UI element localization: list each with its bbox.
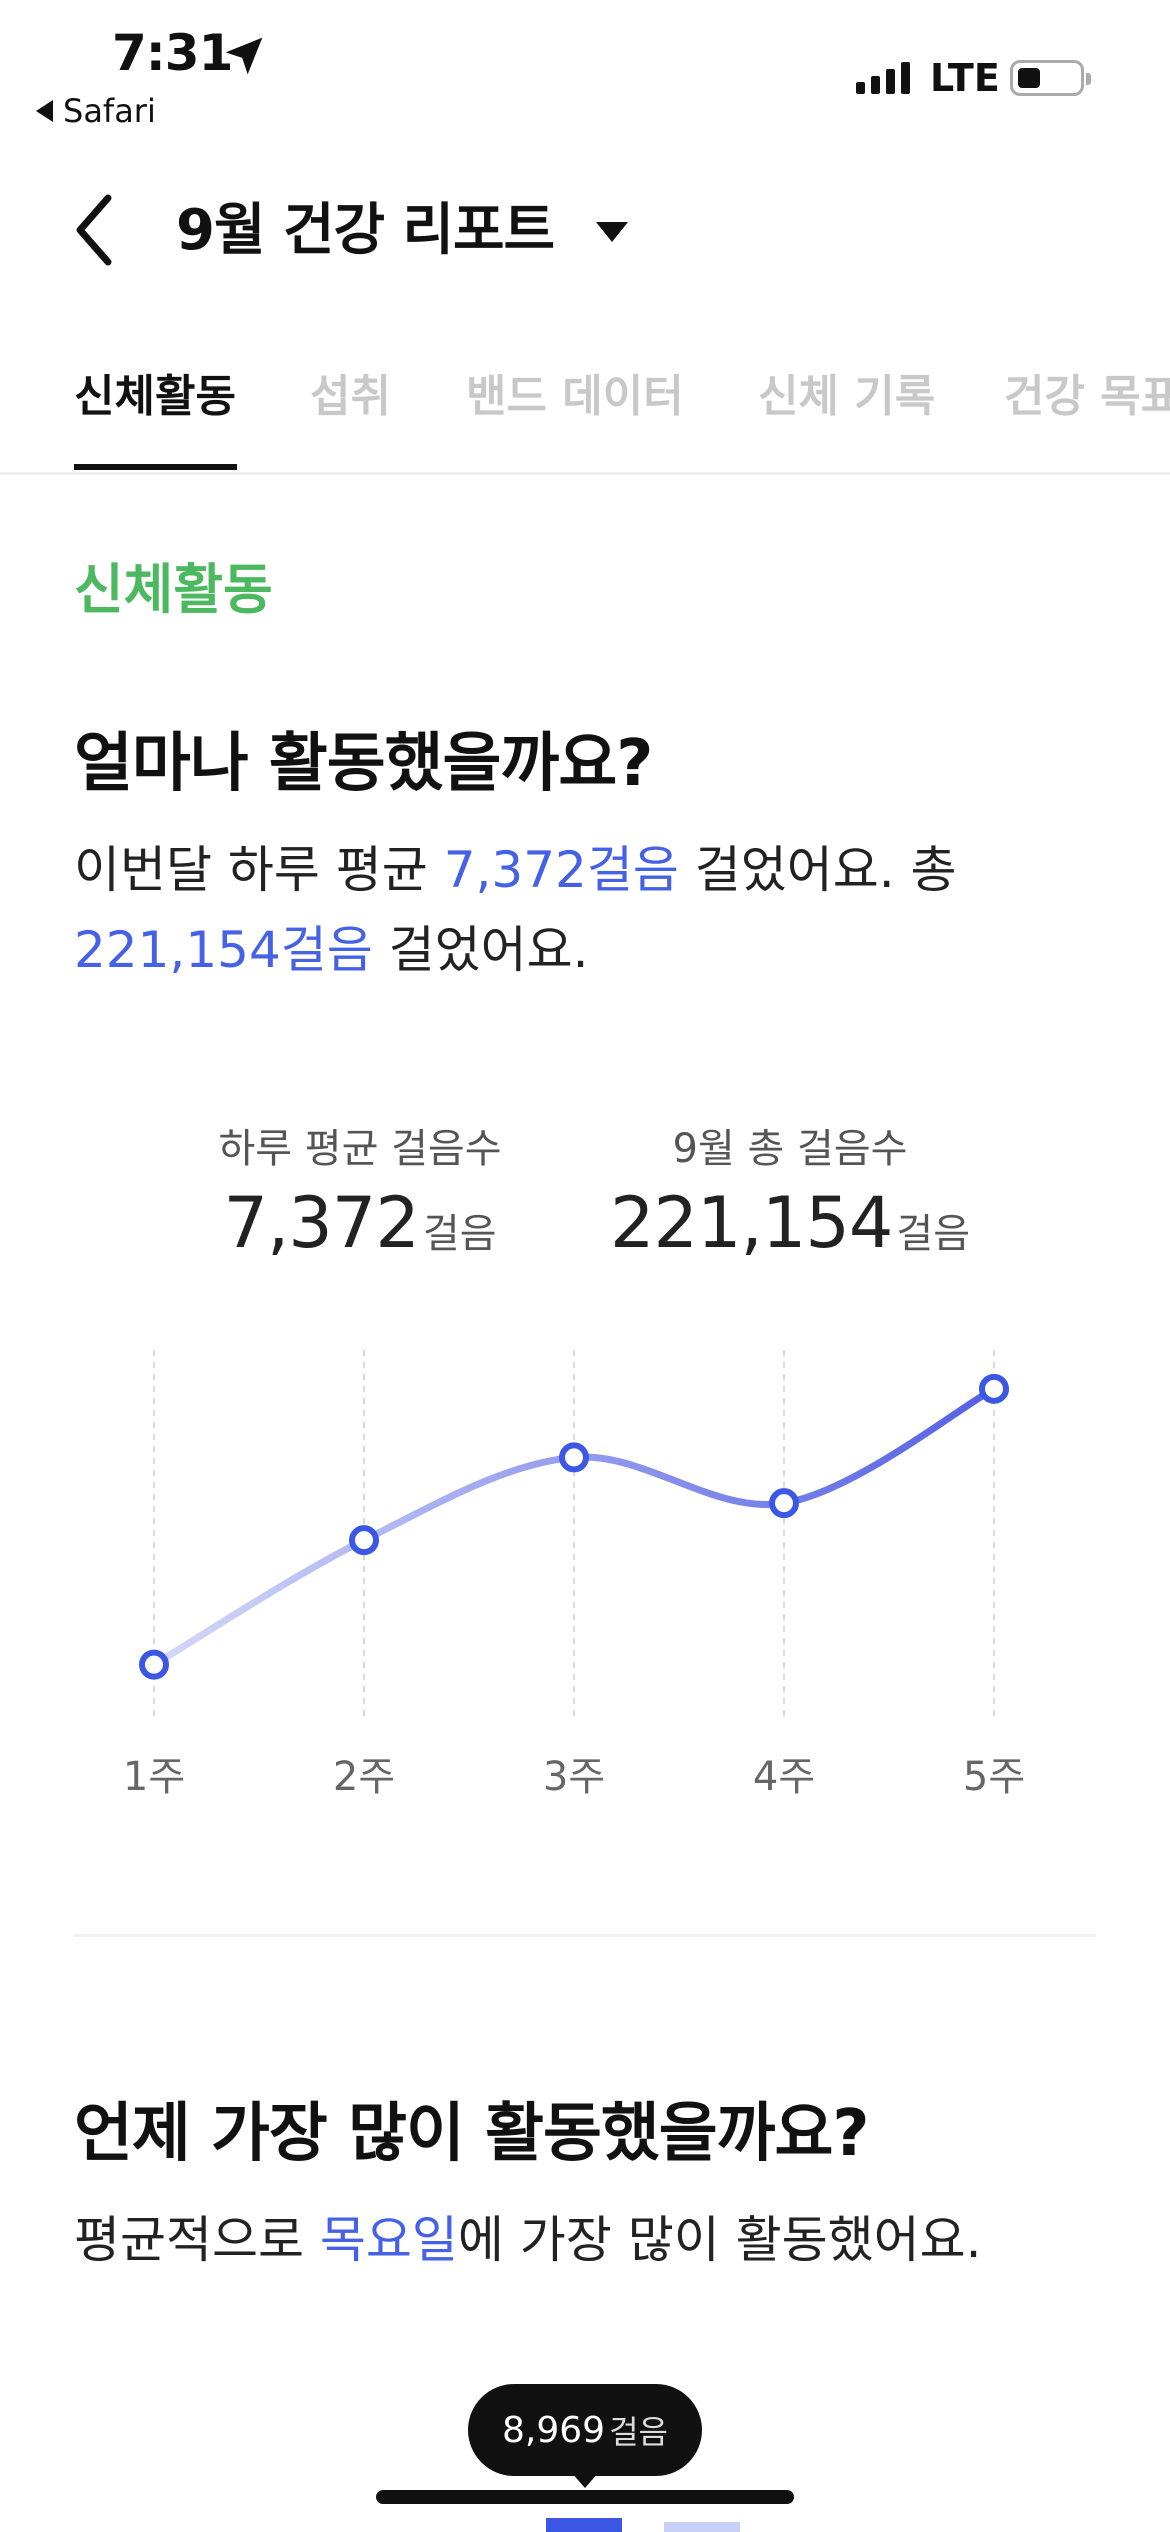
back-app-label: Safari: [63, 92, 156, 130]
tab-physical-activity[interactable]: 신체활동: [74, 371, 236, 422]
bar-tooltip: 8,969 걸음: [468, 2384, 702, 2476]
section-label: 신체활동: [74, 558, 273, 621]
steps-series-line: [150, 1385, 998, 1669]
stat-value-monthly-total: 221,154 걸음: [609, 1182, 971, 1264]
weekly-steps-line-chart: 1주 2주 3주 4주 5주: [123, 1350, 1025, 1800]
x-tick-label: 1주: [123, 1754, 185, 1800]
peak-day-highlight: 목요일: [319, 2211, 458, 2269]
total-steps-highlight: 221,154걸음: [74, 921, 373, 979]
x-tick-label: 2주: [333, 1754, 395, 1800]
cellular-signal-icon: [856, 62, 910, 94]
battery-icon: [1010, 60, 1091, 96]
status-time: 7:31: [112, 24, 233, 82]
data-point-marker[interactable]: [559, 1442, 589, 1473]
activity-summary-line-2: 221,154걸음 걸었어요.: [74, 921, 589, 979]
data-point-marker[interactable]: [769, 1488, 799, 1519]
weekday-bar-highlight[interactable]: [546, 2518, 622, 2532]
title-dropdown-caret-icon[interactable]: [596, 222, 628, 242]
location-arrow-icon: [225, 37, 263, 75]
x-tick-label: 3주: [543, 1754, 605, 1800]
back-chevron-icon[interactable]: [68, 190, 128, 270]
avg-steps-highlight: 7,372걸음: [443, 841, 679, 899]
data-point-marker[interactable]: [349, 1525, 379, 1556]
activity-summary-line-1: 이번달 하루 평균 7,372걸음 걸었어요. 총: [74, 841, 957, 899]
page-title[interactable]: 9월 건강 리포트: [176, 198, 555, 263]
weekday-summary: 평균적으로 목요일에 가장 많이 활동했어요.: [74, 2211, 982, 2269]
tab-intake[interactable]: 섭취: [310, 371, 391, 422]
stat-label-daily-average: 하루 평균 걸음수: [218, 1126, 502, 1172]
x-tick-label: 4주: [753, 1754, 815, 1800]
tooltip-baseline: [376, 2490, 794, 2504]
network-type: LTE: [930, 56, 1000, 100]
tab-body-record[interactable]: 신체 기록: [758, 371, 936, 422]
active-tab-underline: [74, 464, 237, 470]
tooltip-tail: [571, 2472, 599, 2488]
back-to-safari-link[interactable]: Safari: [36, 92, 156, 130]
back-triangle-icon: [36, 100, 53, 122]
activity-heading: 얼마나 활동했을까요?: [74, 727, 653, 801]
data-point-marker[interactable]: [139, 1649, 169, 1680]
x-tick-label: 5주: [963, 1754, 1025, 1800]
tab-band-data[interactable]: 밴드 데이터: [466, 371, 684, 422]
data-point-marker[interactable]: [979, 1373, 1009, 1404]
weekday-bar[interactable]: [664, 2522, 740, 2532]
tab-bar: 신체활동 섭취 밴드 데이터 신체 기록 건강 목표: [0, 340, 1170, 475]
tab-health-goal[interactable]: 건강 목표: [1004, 371, 1170, 422]
stat-value-daily-average: 7,372 걸음: [223, 1182, 497, 1264]
weekday-heading: 언제 가장 많이 활동했을까요?: [74, 2097, 870, 2171]
section-divider: [74, 1934, 1096, 1937]
stat-label-monthly-total: 9월 총 걸음수: [672, 1126, 908, 1172]
